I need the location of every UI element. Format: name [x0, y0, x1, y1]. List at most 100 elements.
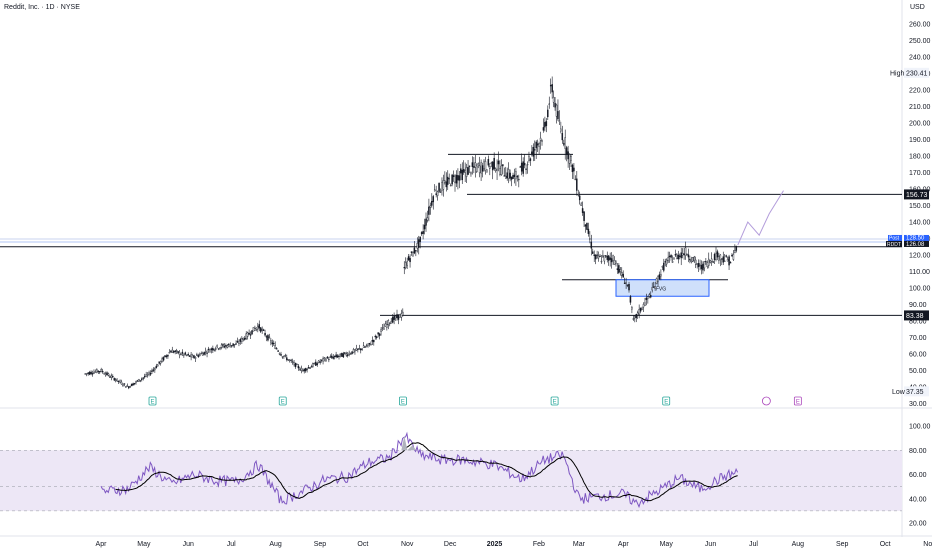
price-tick-label: 190.00 — [909, 137, 931, 144]
time-tick-label: May — [660, 541, 674, 548]
time-tick-label: Oct — [357, 541, 368, 548]
candle-body — [703, 261, 706, 269]
candle-body — [551, 84, 553, 93]
candle-body — [390, 321, 392, 324]
candle-body — [212, 347, 214, 351]
time-tick-label: Aug — [269, 541, 282, 548]
candle-body — [587, 228, 590, 234]
candle-body — [394, 315, 397, 319]
time-tick-label: Jun — [705, 541, 716, 548]
candle-body — [341, 352, 343, 357]
candle-body — [165, 355, 168, 358]
candle-body — [236, 341, 239, 343]
candle-body — [713, 254, 716, 260]
earnings-marker: E — [550, 396, 559, 406]
candle-body — [141, 378, 143, 380]
candle-body — [351, 351, 353, 354]
price-tick-label: 170.00 — [909, 170, 931, 177]
candle-body — [544, 122, 546, 128]
candle-body — [361, 348, 363, 350]
candle-body — [309, 367, 311, 369]
candle-body — [323, 357, 326, 359]
price-tick-label: 50.00 — [909, 368, 927, 375]
candle-body — [654, 286, 656, 289]
candle-body — [125, 386, 127, 388]
candle-body — [729, 262, 732, 264]
candle-body — [731, 254, 733, 257]
price-tick-label: 250.00 — [909, 38, 931, 45]
candle-body — [399, 314, 401, 318]
candle-body — [539, 137, 542, 141]
candle-body — [312, 363, 314, 367]
earnings-letter: E — [401, 400, 405, 406]
time-tick-label: Oct — [880, 541, 891, 548]
candle-body — [270, 339, 272, 343]
candle-body — [644, 302, 646, 306]
candle-body — [139, 379, 142, 382]
candle-body — [454, 181, 456, 183]
candle-body — [468, 165, 471, 167]
candle-body — [85, 373, 88, 375]
candle-body — [422, 231, 424, 234]
candle-body — [320, 359, 323, 361]
low-tag-value: 37.35 — [906, 389, 924, 396]
candle-body — [616, 268, 619, 270]
candle-body — [210, 348, 213, 351]
price-tick-label: 30.00 — [909, 401, 927, 408]
candle-body — [418, 239, 420, 248]
candle-body — [622, 273, 624, 278]
candle-body — [576, 178, 578, 191]
candle-body — [534, 149, 536, 151]
candle-body — [452, 175, 455, 177]
candle-body — [710, 258, 713, 262]
earnings-letter: E — [664, 400, 668, 406]
candle-body — [484, 161, 487, 171]
price-tick-label: 110.00 — [909, 269, 930, 276]
candle-body — [120, 381, 123, 385]
candle-body — [346, 354, 349, 356]
candle-body — [610, 258, 613, 263]
candle-body — [696, 263, 698, 265]
rsi-pane[interactable]: 100.00 80.00 60.00 40.00 20.00 — [0, 424, 931, 528]
candle-body — [568, 154, 571, 164]
candle-body — [590, 241, 593, 249]
candle-body — [486, 169, 488, 173]
candle-body — [342, 353, 345, 358]
candle-body — [373, 339, 375, 343]
candle-body — [599, 255, 601, 257]
candle-body — [206, 352, 208, 354]
candle-body — [88, 372, 91, 375]
price-axis: 260.00250.00240.00230.00220.00210.00200.… — [909, 22, 931, 409]
candle-body — [110, 375, 113, 378]
candle-body — [358, 348, 361, 350]
projection-path — [737, 190, 784, 246]
candle-body — [158, 361, 160, 364]
candle-body — [364, 346, 366, 348]
candle-body — [355, 348, 358, 351]
candle-body — [578, 195, 581, 201]
candle-body — [107, 373, 110, 376]
candle-body — [371, 340, 374, 342]
rsi-axis: 100.00 80.00 60.00 40.00 20.00 — [909, 424, 931, 528]
candle-body — [129, 385, 131, 388]
candle-body — [721, 258, 723, 260]
candle-body — [694, 259, 697, 265]
candle-body — [658, 274, 661, 280]
candle-body — [336, 355, 339, 358]
candle-body — [431, 201, 433, 206]
price-pane[interactable]: 260.00250.00240.00230.00220.00210.00200.… — [0, 22, 931, 409]
fvg-zone: FVG — [615, 279, 710, 297]
price-tick-label: 140.00 — [909, 220, 931, 227]
candle-body — [535, 141, 537, 149]
candle-body — [381, 327, 384, 329]
time-tick-label: 2025 — [487, 541, 503, 548]
candle-body — [117, 380, 120, 382]
candle-body — [651, 287, 653, 291]
candle-body — [216, 344, 218, 348]
candle-body — [352, 349, 355, 353]
candle-body — [563, 143, 565, 145]
candle-body — [116, 378, 118, 382]
candle-body — [290, 359, 292, 362]
candle-body — [87, 372, 89, 374]
